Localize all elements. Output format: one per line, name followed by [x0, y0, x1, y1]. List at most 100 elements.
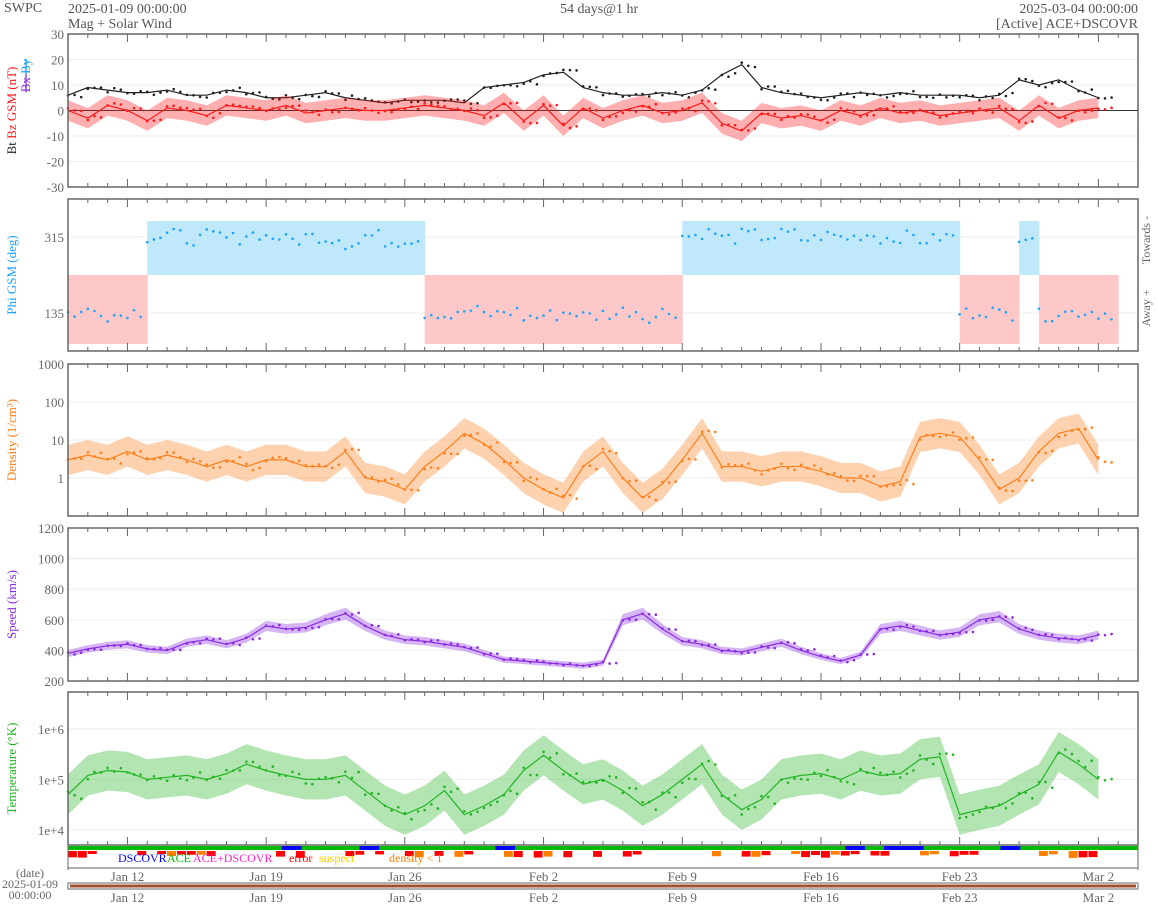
speed-data-point	[674, 628, 677, 631]
xtick-label: Jan 12	[111, 869, 145, 884]
phi-data-point	[674, 316, 677, 319]
xtick-label: Feb 2	[529, 869, 558, 884]
density-data-point	[1017, 479, 1021, 482]
temperature-data-point	[462, 810, 466, 813]
bt-data-point	[865, 93, 869, 97]
phi-data-point	[377, 228, 380, 232]
quality-flag-mark	[295, 851, 305, 858]
bz-data-point	[568, 126, 572, 130]
phi-data-point	[813, 234, 816, 237]
density-data-point	[964, 436, 968, 440]
bt-data-point	[819, 98, 823, 102]
bt-data-point	[344, 98, 347, 102]
phi-data-point	[192, 244, 195, 247]
density-data-point	[462, 434, 466, 437]
speed-data-point	[284, 627, 288, 631]
quality-flag-mark	[345, 851, 355, 857]
speed-data-point	[1070, 637, 1074, 641]
phi-data-point	[806, 239, 810, 242]
density-data-point	[456, 452, 459, 456]
temperature-data-point	[581, 780, 585, 784]
phi-data-point	[747, 229, 750, 233]
bz-data-point	[423, 102, 426, 105]
away-sector-band	[622, 275, 644, 344]
speed-data-point	[198, 641, 202, 645]
temperature-data-point	[1077, 759, 1080, 763]
speed-data-point	[496, 652, 499, 655]
speed-data-point	[621, 618, 625, 622]
temperature-data-point	[654, 808, 658, 811]
bt-data-point	[258, 91, 261, 94]
bz-data-point	[852, 110, 856, 113]
phi-data-point	[258, 238, 261, 241]
phi-data-point	[984, 315, 988, 319]
xtick-label: Jan 26	[388, 869, 422, 884]
phi-data-point	[238, 243, 242, 246]
source-strip-ace	[68, 846, 1138, 850]
towards-sector-band	[880, 221, 901, 275]
phi-data-point	[357, 242, 360, 245]
bt-data-point	[997, 92, 1001, 96]
phi-data-point	[456, 310, 459, 314]
bt-data-point	[1097, 96, 1100, 100]
bz-data-point	[231, 103, 235, 106]
phi-data-point	[687, 235, 691, 238]
quality-flag-mark	[1048, 851, 1058, 855]
bt-data-point	[588, 85, 592, 89]
temperature-data-point	[819, 774, 823, 778]
density-data-point	[1044, 451, 1047, 455]
phi-data-point	[330, 241, 334, 245]
towards-sector-band	[206, 221, 228, 275]
speed-data-point	[931, 629, 935, 633]
density-data-point	[238, 455, 242, 459]
phi-data-point	[601, 309, 605, 313]
quality-flag-mark	[959, 851, 969, 855]
away-sector-band	[464, 275, 485, 344]
plot-title: Mag + Solar Wind	[68, 17, 172, 32]
temperature-data-point	[456, 787, 459, 791]
phi-data-point	[1024, 238, 1028, 242]
quality-flag-mark	[414, 851, 424, 858]
away-sector-band	[503, 275, 525, 344]
speed-data-point	[1011, 616, 1014, 619]
speed-data-point	[1057, 637, 1061, 641]
temperature-data-point	[489, 803, 493, 807]
bt-data-point	[311, 94, 314, 98]
density-data-point	[1031, 478, 1034, 482]
phi-data-point	[647, 321, 651, 325]
density-data-point	[198, 459, 202, 463]
phi-data-point	[865, 234, 869, 237]
speed-data-point	[747, 651, 750, 654]
speed-data-point	[997, 615, 1001, 618]
phi-data-point	[1050, 319, 1054, 323]
temperature-data-point	[548, 756, 552, 759]
bt-data-point	[476, 101, 479, 105]
density-data-point	[423, 467, 426, 471]
bz-data-point	[112, 102, 116, 105]
speed-data-point	[231, 641, 235, 645]
bz-data-point	[1103, 107, 1107, 111]
active-source: [Active] ACE+DSCOVR	[995, 17, 1138, 32]
bz-range-band	[68, 92, 1099, 142]
phi-data-point	[482, 310, 486, 314]
density-data-point	[786, 466, 790, 470]
temperature-data-point	[496, 800, 499, 804]
speed-data-point	[99, 648, 103, 652]
density-data-point	[588, 464, 592, 468]
phi-data-point	[945, 232, 948, 236]
bz-data-point	[390, 110, 393, 114]
density-data-point	[178, 455, 182, 459]
speed-data-point	[218, 637, 222, 640]
mag-ytick-label: 20	[51, 53, 64, 68]
density-data-point	[997, 486, 1001, 490]
bt-data-point	[647, 95, 651, 98]
bz-data-point	[304, 109, 308, 112]
source-strip-dscovr	[845, 846, 865, 850]
temperature-data-point	[621, 791, 625, 795]
bt-data-point	[905, 92, 909, 95]
towards-label: Towards -	[1139, 216, 1153, 264]
bz-data-point	[747, 129, 750, 132]
bz-data-point	[416, 107, 420, 111]
density-data-point	[680, 459, 684, 463]
away-sector-band	[1038, 275, 1060, 344]
